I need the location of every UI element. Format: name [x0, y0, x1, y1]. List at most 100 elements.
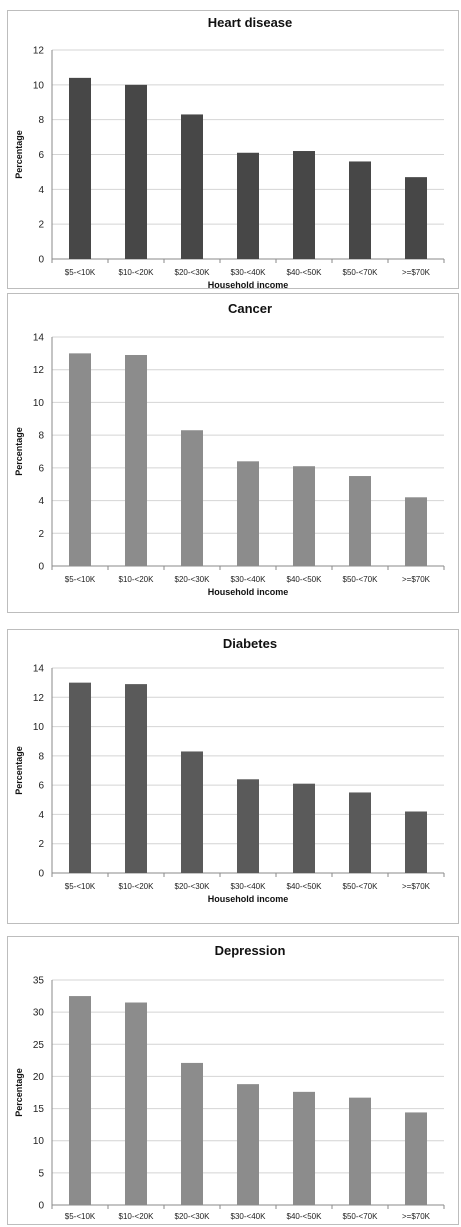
bar-heart-disease — [237, 153, 259, 259]
bar-heart-disease — [405, 177, 427, 259]
y-tick-label: 12 — [33, 693, 45, 704]
chart-title: Diabetes — [223, 636, 277, 651]
depression-chart: Depression 0 5 10 15 20 25 30 35 $5-<10K $10-<20K $… — [8, 937, 458, 1224]
bar-cancer — [293, 466, 315, 566]
y-tick-label: 10 — [33, 1136, 45, 1147]
x-tick-label: $50-<70K — [343, 268, 379, 277]
x-tick-label: >=$70K — [402, 882, 431, 891]
y-axis-label: Percentage — [14, 1068, 24, 1117]
x-tick-label: $30-<40K — [231, 268, 267, 277]
x-tick-label: >=$70K — [402, 268, 431, 277]
y-tick-label: 2 — [38, 529, 44, 540]
chart-title: Depression — [215, 943, 286, 958]
x-tick-label: >=$70K — [402, 575, 431, 584]
x-tick-label: $40-<50K — [287, 575, 323, 584]
x-tick-label: $50-<70K — [343, 1212, 379, 1221]
x-tick-label: $20-<30K — [175, 882, 211, 891]
x-tick-label: $40-<50K — [287, 268, 323, 277]
bar-depression — [125, 1003, 147, 1206]
x-tick-label: $20-<30K — [175, 1212, 211, 1221]
bar-cancer — [405, 497, 427, 566]
x-tick-label: $20-<30K — [175, 575, 211, 584]
x-tick-label: $5-<10K — [65, 1212, 96, 1221]
x-tick-label: $30-<40K — [231, 1212, 267, 1221]
y-tick-label: 25 — [33, 1040, 45, 1051]
bar-depression — [293, 1092, 315, 1205]
chart-panel-depression: Depression 0 5 10 15 20 25 30 35 $5-<10K $10-<20K $… — [7, 936, 459, 1225]
bar-diabetes — [125, 684, 147, 873]
x-axis-label: Household income — [208, 894, 289, 904]
y-axis-label: Percentage — [14, 427, 24, 476]
y-tick-label: 0 — [38, 869, 44, 880]
x-tick-label: $10-<20K — [119, 575, 155, 584]
y-tick-label: 20 — [33, 1072, 45, 1083]
bar-diabetes — [237, 779, 259, 873]
heart-disease-chart: Heart disease 0 2 4 6 8 10 12 $5-<10K $10-<20K $20… — [8, 11, 458, 288]
y-tick-label: 8 — [38, 751, 44, 762]
x-tick-label: $10-<20K — [119, 1212, 155, 1221]
y-tick-label: 10 — [33, 722, 45, 733]
x-tick-label: $30-<40K — [231, 575, 267, 584]
y-axis-label: Percentage — [14, 746, 24, 795]
y-tick-label: 6 — [38, 781, 44, 792]
x-tick-label: $20-<30K — [175, 268, 211, 277]
y-tick-label: 0 — [38, 1201, 44, 1212]
bar-heart-disease — [125, 85, 147, 259]
y-tick-label: 14 — [33, 664, 45, 675]
x-tick-label: $40-<50K — [287, 1212, 323, 1221]
chart-title: Cancer — [228, 301, 272, 316]
chart-panel-diabetes: Diabetes 0 2 4 6 8 10 12 14 $5-<10K $10-<20K $20-<3… — [7, 629, 459, 924]
bar-depression — [237, 1084, 259, 1205]
x-tick-label: $5-<10K — [65, 882, 96, 891]
cancer-chart: Cancer 0 2 4 6 8 10 12 14 $5-<10K $10-<20K $20-<30K… — [8, 294, 458, 612]
x-tick-label: $50-<70K — [343, 575, 379, 584]
bar-diabetes — [181, 751, 203, 873]
x-tick-label: $5-<10K — [65, 268, 96, 277]
x-tick-label: $5-<10K — [65, 575, 96, 584]
y-tick-label: 30 — [33, 1008, 45, 1019]
bar-depression — [349, 1098, 371, 1205]
y-axis-label: Percentage — [14, 130, 24, 179]
bar-depression — [181, 1063, 203, 1205]
y-tick-label: 5 — [38, 1168, 44, 1179]
y-tick-label: 4 — [38, 496, 44, 507]
y-tick-label: 6 — [38, 463, 44, 474]
bar-depression — [69, 996, 91, 1205]
bar-cancer — [125, 355, 147, 566]
bar-diabetes — [405, 812, 427, 874]
bar-cancer — [181, 430, 203, 566]
x-tick-label: $40-<50K — [287, 882, 323, 891]
y-tick-label: 0 — [38, 562, 44, 573]
x-axis-label: Household income — [208, 587, 289, 597]
bar-heart-disease — [69, 78, 91, 259]
y-tick-label: 8 — [38, 431, 44, 442]
chart-panel-cancer: Cancer 0 2 4 6 8 10 12 14 $5-<10K $10-<20K $20-<30K… — [7, 293, 459, 613]
bar-depression — [405, 1112, 427, 1205]
y-tick-label: 2 — [38, 839, 44, 850]
y-tick-label: 10 — [33, 80, 45, 91]
bar-heart-disease — [181, 114, 203, 259]
chart-title: Heart disease — [208, 15, 293, 30]
bar-diabetes — [69, 683, 91, 873]
y-tick-label: 12 — [33, 365, 45, 376]
bar-cancer — [69, 353, 91, 566]
x-tick-label: $30-<40K — [231, 882, 267, 891]
x-tick-label: $50-<70K — [343, 882, 379, 891]
bar-heart-disease — [293, 151, 315, 259]
x-tick-label: >=$70K — [402, 1212, 431, 1221]
x-axis-label: Household income — [208, 280, 289, 288]
x-axis-label: Household income — [208, 1223, 289, 1224]
y-tick-label: 0 — [38, 255, 44, 266]
y-tick-label: 12 — [33, 46, 45, 57]
y-tick-label: 15 — [33, 1104, 45, 1115]
bar-cancer — [349, 476, 371, 566]
chart-panel-heart-disease: Heart disease 0 2 4 6 8 10 12 $5-<10K $10-<20K $20… — [7, 10, 459, 289]
bar-cancer — [237, 461, 259, 566]
y-tick-label: 6 — [38, 150, 44, 161]
diabetes-chart: Diabetes 0 2 4 6 8 10 12 14 $5-<10K $10-<20K $20-<3… — [8, 630, 458, 923]
y-tick-label: 35 — [33, 976, 45, 987]
y-tick-label: 8 — [38, 115, 44, 126]
bar-diabetes — [349, 792, 371, 873]
x-tick-label: $10-<20K — [119, 882, 155, 891]
y-tick-label: 4 — [38, 185, 44, 196]
